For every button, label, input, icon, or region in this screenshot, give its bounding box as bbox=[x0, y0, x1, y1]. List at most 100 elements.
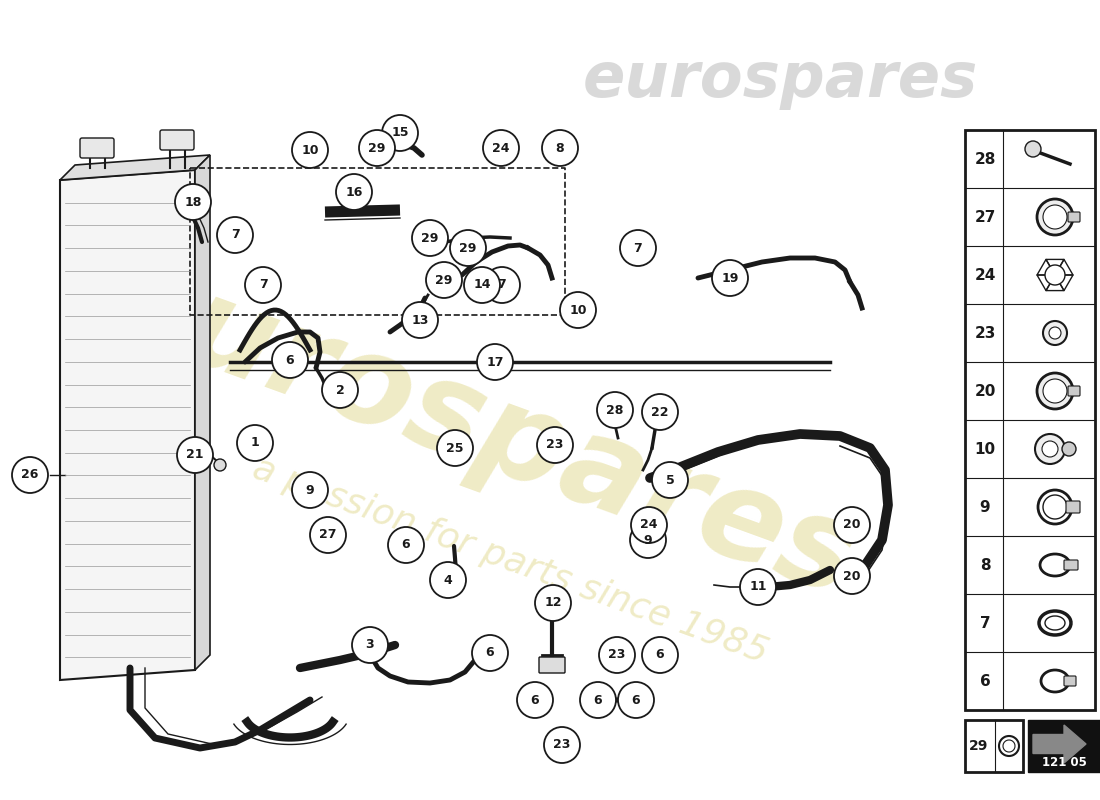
Text: 23: 23 bbox=[608, 649, 626, 662]
Text: 24: 24 bbox=[640, 518, 658, 531]
Circle shape bbox=[652, 462, 688, 498]
Circle shape bbox=[542, 130, 578, 166]
Circle shape bbox=[535, 585, 571, 621]
Circle shape bbox=[1037, 373, 1072, 409]
Circle shape bbox=[177, 437, 213, 473]
Polygon shape bbox=[60, 155, 210, 180]
Circle shape bbox=[310, 517, 346, 553]
Text: 19: 19 bbox=[722, 271, 739, 285]
FancyBboxPatch shape bbox=[1066, 501, 1080, 513]
Text: 121 05: 121 05 bbox=[1042, 755, 1087, 769]
Text: 9: 9 bbox=[644, 534, 652, 546]
Circle shape bbox=[12, 457, 48, 493]
Circle shape bbox=[388, 527, 424, 563]
FancyBboxPatch shape bbox=[1028, 720, 1100, 772]
Circle shape bbox=[1049, 327, 1061, 339]
Text: 7: 7 bbox=[497, 278, 506, 291]
Text: 5: 5 bbox=[666, 474, 674, 486]
Text: 18: 18 bbox=[185, 195, 201, 209]
Text: 29: 29 bbox=[969, 739, 989, 753]
Circle shape bbox=[712, 260, 748, 296]
Text: 20: 20 bbox=[975, 383, 996, 398]
Circle shape bbox=[620, 230, 656, 266]
Text: 9: 9 bbox=[980, 499, 990, 514]
Circle shape bbox=[834, 507, 870, 543]
Text: 20: 20 bbox=[844, 570, 860, 582]
Circle shape bbox=[484, 267, 520, 303]
Text: 20: 20 bbox=[844, 518, 860, 531]
Text: 16: 16 bbox=[345, 186, 363, 198]
Text: 23: 23 bbox=[553, 738, 571, 751]
Text: 29: 29 bbox=[460, 242, 476, 254]
Text: 27: 27 bbox=[319, 529, 337, 542]
Text: 29: 29 bbox=[421, 231, 439, 245]
Circle shape bbox=[1043, 321, 1067, 345]
Text: 13: 13 bbox=[411, 314, 429, 326]
Circle shape bbox=[412, 220, 448, 256]
Circle shape bbox=[1045, 265, 1065, 285]
Text: 7: 7 bbox=[258, 278, 267, 291]
Circle shape bbox=[597, 392, 632, 428]
Circle shape bbox=[272, 342, 308, 378]
Circle shape bbox=[437, 430, 473, 466]
Circle shape bbox=[1037, 199, 1072, 235]
Text: 6: 6 bbox=[980, 674, 990, 689]
Text: 1: 1 bbox=[251, 437, 260, 450]
Text: 6: 6 bbox=[656, 649, 664, 662]
Circle shape bbox=[464, 267, 500, 303]
Text: eurospares: eurospares bbox=[88, 238, 872, 622]
FancyBboxPatch shape bbox=[1068, 212, 1080, 222]
Text: 10: 10 bbox=[570, 303, 586, 317]
Circle shape bbox=[834, 558, 870, 594]
Text: 23: 23 bbox=[975, 326, 996, 341]
Text: 6: 6 bbox=[402, 538, 410, 551]
Text: 8: 8 bbox=[980, 558, 990, 573]
Circle shape bbox=[217, 217, 253, 253]
FancyBboxPatch shape bbox=[539, 657, 565, 673]
Circle shape bbox=[1025, 141, 1041, 157]
Text: 22: 22 bbox=[651, 406, 669, 418]
Circle shape bbox=[292, 132, 328, 168]
Text: 6: 6 bbox=[594, 694, 603, 706]
Circle shape bbox=[618, 682, 654, 718]
Circle shape bbox=[483, 130, 519, 166]
Text: 9: 9 bbox=[306, 483, 315, 497]
Circle shape bbox=[236, 425, 273, 461]
Text: 10: 10 bbox=[975, 442, 996, 457]
FancyBboxPatch shape bbox=[1064, 676, 1076, 686]
Circle shape bbox=[382, 115, 418, 151]
Circle shape bbox=[740, 569, 776, 605]
Text: 10: 10 bbox=[301, 143, 319, 157]
FancyBboxPatch shape bbox=[160, 130, 194, 150]
Text: 4: 4 bbox=[443, 574, 452, 586]
Text: 21: 21 bbox=[186, 449, 204, 462]
Circle shape bbox=[352, 627, 388, 663]
FancyBboxPatch shape bbox=[80, 138, 114, 158]
Polygon shape bbox=[1033, 725, 1086, 763]
Circle shape bbox=[472, 635, 508, 671]
Circle shape bbox=[245, 267, 280, 303]
Circle shape bbox=[450, 230, 486, 266]
Text: eurospares: eurospares bbox=[582, 50, 978, 110]
Text: 14: 14 bbox=[473, 278, 491, 291]
Circle shape bbox=[1062, 442, 1076, 456]
FancyBboxPatch shape bbox=[965, 720, 1023, 772]
Text: 2: 2 bbox=[336, 383, 344, 397]
Circle shape bbox=[430, 562, 466, 598]
Circle shape bbox=[214, 459, 225, 471]
Text: 6: 6 bbox=[286, 354, 295, 366]
Circle shape bbox=[292, 472, 328, 508]
Circle shape bbox=[560, 292, 596, 328]
Text: 7: 7 bbox=[231, 229, 240, 242]
Text: 23: 23 bbox=[547, 438, 563, 451]
Circle shape bbox=[477, 344, 513, 380]
Text: a passion for parts since 1985: a passion for parts since 1985 bbox=[248, 450, 772, 670]
Text: 26: 26 bbox=[21, 469, 38, 482]
Text: 6: 6 bbox=[486, 646, 494, 659]
Circle shape bbox=[537, 427, 573, 463]
Circle shape bbox=[1035, 434, 1065, 464]
Text: 29: 29 bbox=[436, 274, 453, 286]
FancyBboxPatch shape bbox=[965, 130, 1094, 710]
Circle shape bbox=[544, 727, 580, 763]
Circle shape bbox=[1043, 379, 1067, 403]
